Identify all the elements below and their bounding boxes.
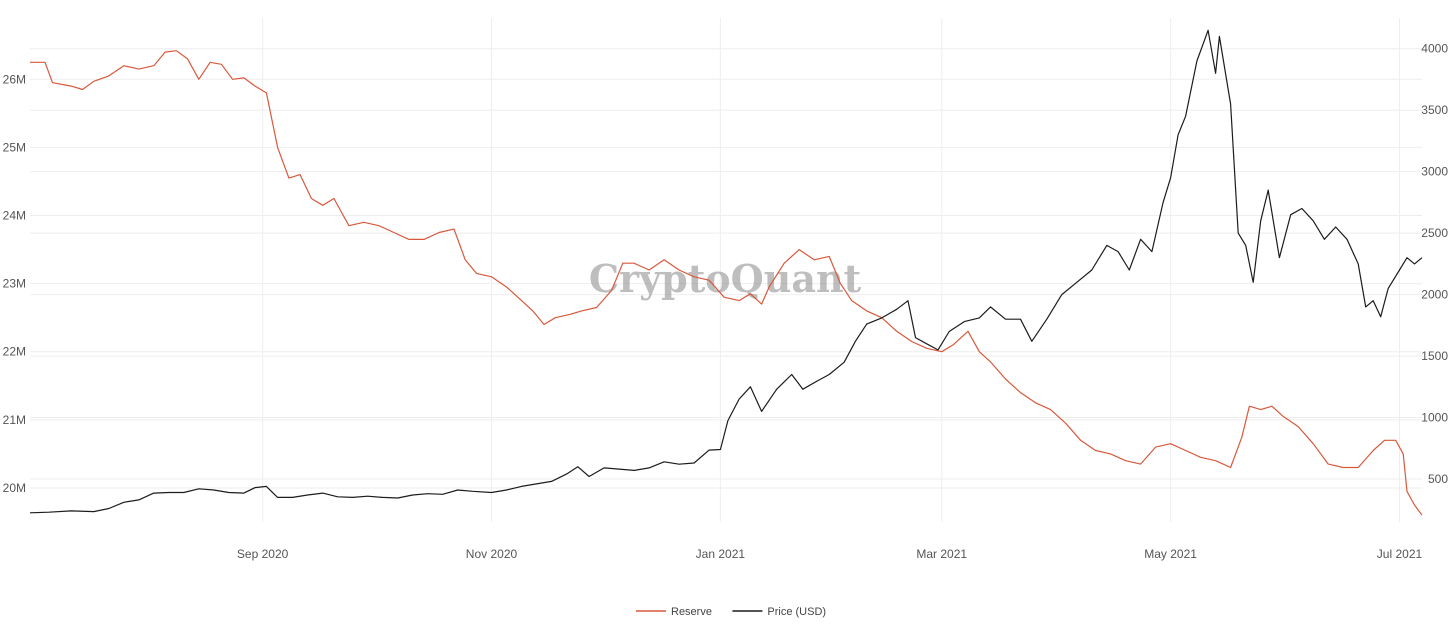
reserve-series-line	[30, 50, 1423, 516]
price-series-line	[29, 29, 1423, 514]
y-left-tick-label: 22M	[3, 345, 26, 359]
y-right-tick-label: 2500	[1421, 226, 1448, 240]
x-tick-label: Sep 2020	[237, 547, 289, 561]
legend-label: Price (USD)	[767, 606, 826, 618]
y-right-tick-label: 1000	[1421, 411, 1448, 425]
y-left-tick-label: 25M	[3, 140, 26, 154]
y-left-tick-label: 21M	[3, 413, 26, 427]
legend: Reserve Price (USD)	[636, 606, 826, 618]
x-tick-label: Mar 2021	[916, 547, 967, 561]
y-right-tick-label: 1500	[1421, 349, 1448, 363]
y-right-tick-label: 500	[1428, 472, 1448, 486]
x-tick-label: May 2021	[1144, 547, 1197, 561]
y-left-tick-label: 20M	[3, 481, 26, 495]
y-right-tick-label: 2000	[1421, 288, 1448, 302]
x-tick-label: Jul 2021	[1377, 547, 1423, 561]
y-left-tick-label: 24M	[3, 209, 26, 223]
x-tick-label: Nov 2020	[466, 547, 518, 561]
y-left-tick-label: 26M	[3, 72, 26, 86]
series-layer	[29, 29, 1423, 516]
y-left-tick-label: 23M	[3, 277, 26, 291]
grid-layer	[30, 18, 1422, 522]
y-right-tick-label: 4000	[1421, 42, 1448, 56]
y-right-tick-label: 3000	[1421, 165, 1448, 179]
legend-label: Reserve	[671, 606, 712, 618]
axis-layer: Sep 2020 Nov 2020 Jan 2021 Mar 2021 May 2021…	[3, 42, 1449, 561]
x-tick-label: Jan 2021	[696, 547, 746, 561]
y-right-tick-label: 3500	[1421, 103, 1448, 117]
